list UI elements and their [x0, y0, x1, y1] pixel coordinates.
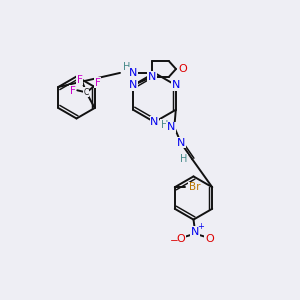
- Text: N: N: [150, 117, 159, 127]
- Text: N: N: [129, 68, 137, 78]
- Text: H: H: [161, 120, 168, 130]
- Text: H: H: [180, 154, 188, 164]
- Text: +: +: [198, 222, 204, 231]
- Text: N: N: [172, 80, 180, 90]
- Text: N: N: [167, 122, 175, 132]
- Text: O: O: [205, 234, 214, 244]
- Text: −: −: [169, 236, 178, 246]
- Text: N: N: [177, 138, 185, 148]
- Text: O: O: [178, 64, 187, 74]
- Text: Br: Br: [189, 182, 200, 192]
- Text: C: C: [84, 88, 89, 97]
- Text: N: N: [148, 72, 156, 82]
- Text: O: O: [176, 234, 185, 244]
- Text: H: H: [123, 62, 130, 73]
- Text: N: N: [129, 80, 137, 90]
- Text: F: F: [70, 86, 76, 96]
- Text: N: N: [191, 226, 199, 237]
- Text: F: F: [95, 78, 100, 88]
- Text: F: F: [77, 75, 82, 85]
